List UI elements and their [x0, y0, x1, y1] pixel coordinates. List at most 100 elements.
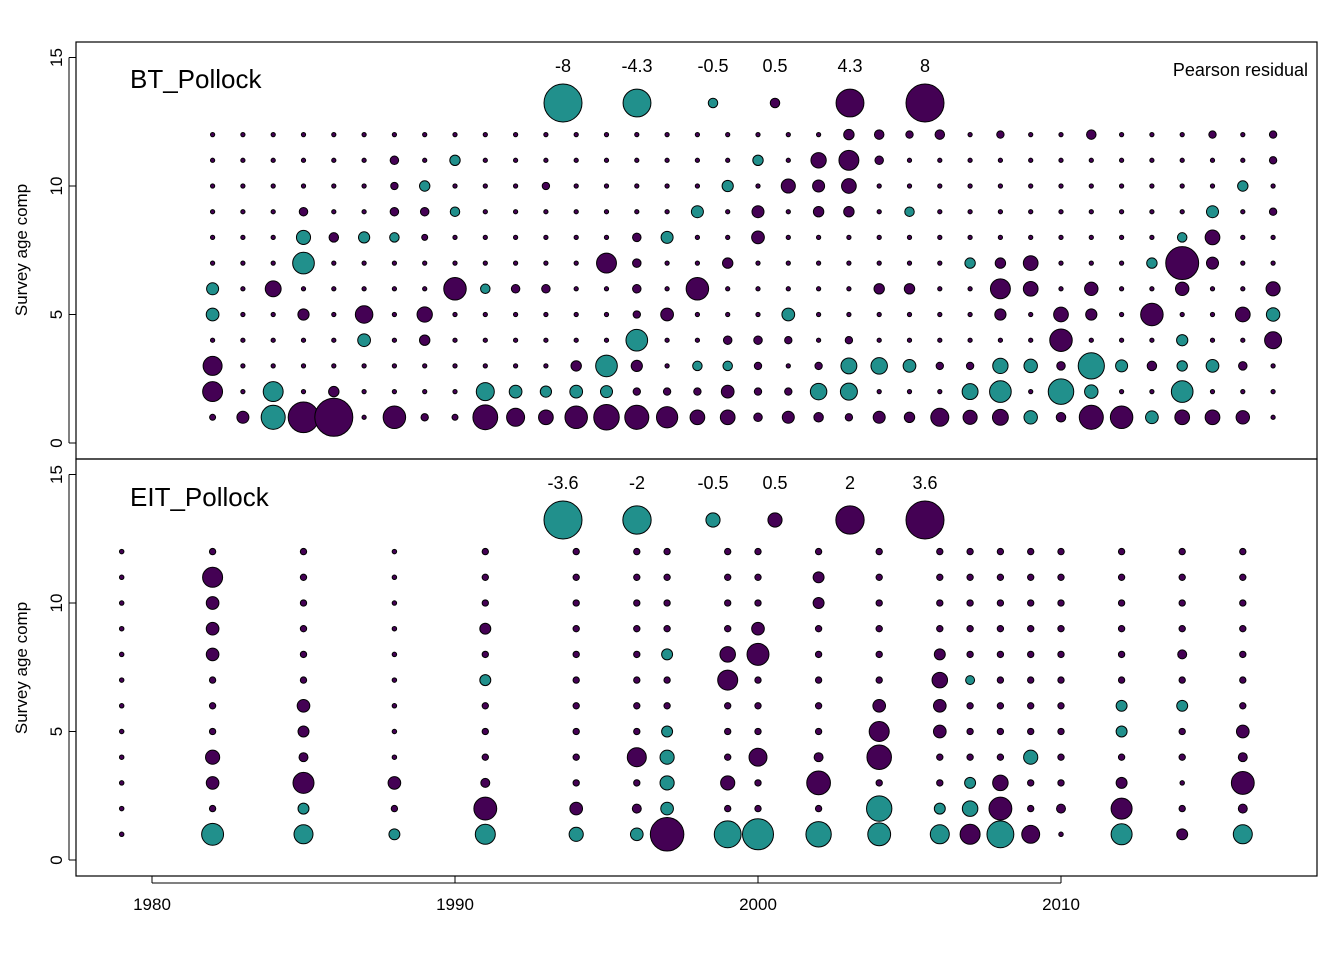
residual-point-p0-1983-age4 — [240, 337, 246, 343]
residual-point-p0-1993-age4 — [543, 337, 549, 343]
panel-bt-pollock-legend-label-1: -4.3 — [621, 56, 652, 76]
residual-point-p1-2012-age10 — [1117, 599, 1126, 607]
residual-point-p1-2016-age8 — [1239, 650, 1247, 659]
residual-point-p0-2013-age7 — [1146, 257, 1158, 269]
residual-point-p1-1982-age4 — [205, 749, 221, 765]
residual-point-p0-1997-age4 — [664, 337, 670, 343]
residual-point-p0-2011-age9 — [1088, 209, 1094, 215]
residual-point-p0-1995-age5 — [603, 311, 610, 318]
residual-point-p1-2012-age12 — [1117, 547, 1126, 556]
residual-point-p0-2005-age12 — [905, 130, 914, 139]
residual-point-p1-2008-age4 — [996, 753, 1005, 761]
residual-point-p0-2008-age8 — [997, 234, 1004, 241]
residual-point-p0-2007-age10 — [967, 183, 973, 189]
residual-point-p1-1982-age12 — [208, 547, 217, 556]
residual-point-p1-1991-age6 — [481, 702, 489, 710]
residual-point-p0-1997-age9 — [664, 209, 670, 215]
residual-point-p0-1982-age12 — [209, 131, 216, 138]
residual-point-p1-2010-age4 — [1057, 753, 1065, 761]
residual-point-p0-2009-age1 — [1023, 410, 1038, 425]
residual-point-p0-1997-age2 — [662, 387, 672, 396]
residual-point-p1-1997-age4 — [659, 749, 675, 765]
residual-point-p0-2014-age10 — [1179, 183, 1185, 189]
residual-point-p1-1988-age7 — [391, 677, 398, 683]
residual-point-p0-2000-age6 — [755, 286, 761, 292]
residual-point-p0-1992-age10 — [512, 183, 519, 189]
residual-point-p0-2013-age10 — [1149, 183, 1155, 189]
panel-bt-pollock-title: BT_Pollock — [130, 64, 262, 94]
residual-point-p0-2009-age12 — [1028, 131, 1034, 138]
residual-point-p0-1986-age7 — [331, 260, 337, 266]
panel-bt-pollock-y-tick-15: 15 — [47, 48, 66, 67]
residual-point-p1-1991-age1 — [474, 823, 496, 845]
residual-point-p1-1997-age8 — [661, 648, 674, 661]
residual-point-p0-2004-age5 — [876, 311, 882, 318]
residual-point-p0-1990-age6 — [443, 277, 467, 301]
residual-point-p0-2012-age4 — [1118, 337, 1125, 343]
residual-point-p0-2007-age11 — [967, 157, 973, 163]
residual-point-p0-1998-age11 — [694, 157, 701, 163]
panel-eit-pollock-ylabel: Survey age comp — [12, 602, 31, 734]
residual-point-p0-2013-age6 — [1149, 286, 1155, 292]
residual-point-p0-1999-age8 — [725, 234, 731, 241]
residual-point-p0-2001-age11 — [785, 157, 791, 163]
residual-point-p0-1997-age8 — [660, 230, 674, 244]
residual-point-p0-2000-age2 — [753, 387, 763, 396]
residual-point-p0-1995-age12 — [603, 131, 610, 138]
residual-point-p1-2008-age3 — [992, 774, 1009, 792]
residual-point-p1-2007-age6 — [966, 702, 974, 710]
residual-point-p0-2000-age4 — [753, 335, 763, 345]
residual-point-p0-2002-age8 — [815, 234, 822, 241]
residual-point-p0-2009-age7 — [1022, 255, 1039, 271]
residual-point-p0-2003-age10 — [841, 178, 857, 194]
residual-point-p0-2015-age6 — [1209, 286, 1216, 292]
residual-point-p1-2000-age6 — [754, 702, 762, 710]
residual-point-p0-1989-age1 — [420, 413, 429, 422]
residual-point-p1-1985-age12 — [299, 547, 308, 556]
residual-point-p0-2005-age11 — [906, 157, 913, 163]
residual-point-p1-2008-age7 — [996, 676, 1005, 684]
residual-point-p1-2014-age8 — [1177, 649, 1188, 660]
residual-point-p0-2017-age5 — [1265, 307, 1281, 322]
residual-point-p0-1994-age7 — [573, 260, 579, 266]
panel-eit-pollock-legend: -3.6 -2 -0.5 0.5 2 3.6 — [543, 473, 945, 540]
residual-point-p0-1990-age4 — [452, 337, 458, 343]
panel-eit-pollock-legend-label-5: 3.6 — [912, 473, 937, 493]
panel-0-legend-bubble-4 — [835, 88, 865, 118]
residual-point-p1-1999-age8 — [719, 646, 736, 663]
residual-point-p0-1995-age2 — [599, 385, 614, 399]
residual-point-p0-1997-age7 — [664, 260, 670, 266]
x-tick-label-2010: 2010 — [1042, 895, 1080, 914]
residual-point-p0-2017-age7 — [1270, 260, 1276, 266]
residual-point-p0-2014-age9 — [1179, 209, 1185, 215]
residual-point-p1-1985-age7 — [299, 676, 308, 684]
residual-point-p0-1994-age9 — [573, 209, 579, 215]
residual-point-p1-1999-age5 — [724, 727, 732, 736]
residual-point-p0-1993-age5 — [543, 311, 549, 318]
residual-point-p1-2002-age5 — [814, 727, 823, 736]
residual-point-p1-1988-age8 — [391, 651, 398, 658]
panel-0-legend-bubble-3 — [769, 97, 781, 109]
residual-point-p1-1979-age1 — [118, 831, 125, 838]
residual-point-p0-1992-age7 — [512, 260, 519, 266]
residual-point-p0-1985-age1 — [287, 401, 320, 434]
residual-point-p1-2008-age6 — [996, 702, 1005, 710]
residual-point-p1-1994-age8 — [572, 650, 580, 659]
residual-point-p0-1994-age1 — [564, 405, 588, 430]
residual-point-p0-1983-age3 — [240, 363, 246, 369]
residual-point-p1-1988-age12 — [391, 548, 398, 555]
residual-point-p0-2002-age1 — [813, 412, 824, 423]
residual-point-p1-2014-age6 — [1176, 699, 1189, 712]
residual-point-p0-1998-age5 — [694, 311, 701, 318]
residual-point-p0-1982-age5 — [205, 307, 220, 322]
residual-point-p0-1999-age11 — [725, 157, 731, 163]
residual-point-p1-2012-age2 — [1110, 797, 1133, 820]
residual-point-p0-2016-age2 — [1240, 388, 1246, 395]
residual-point-p0-1983-age1 — [236, 410, 250, 424]
residual-point-p0-2010-age1 — [1055, 412, 1067, 423]
residual-point-p1-2006-age2 — [933, 802, 946, 815]
residual-point-p0-2011-age1 — [1078, 404, 1104, 430]
residual-point-p1-2007-age11 — [966, 573, 974, 581]
residual-point-p0-1997-age6 — [664, 286, 670, 292]
residual-point-p0-2009-age3 — [1023, 358, 1038, 374]
